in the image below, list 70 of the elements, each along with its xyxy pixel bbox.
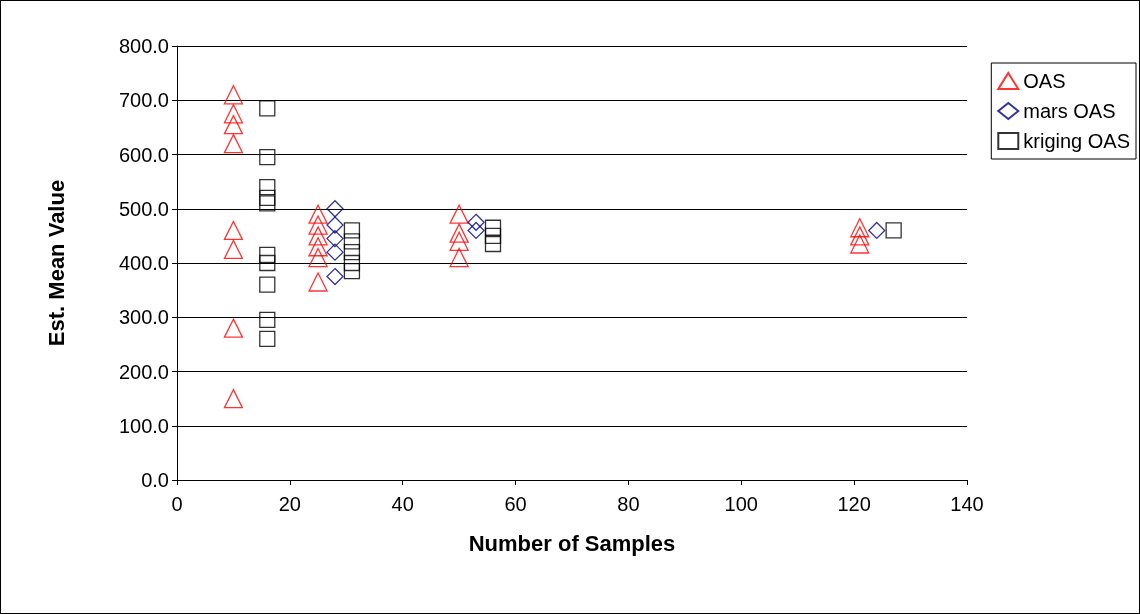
point <box>449 247 469 268</box>
point <box>484 219 502 236</box>
legend-label: kriging OAS <box>1023 130 1131 152</box>
y-tick-label: 600.0 <box>118 143 169 166</box>
point <box>326 216 344 234</box>
point <box>308 226 328 246</box>
y-axis-title: Est. Mean Value <box>43 179 69 347</box>
point <box>449 204 469 224</box>
point <box>259 189 276 207</box>
x-tick-label: 0 <box>171 493 183 515</box>
point <box>449 231 469 251</box>
point <box>343 244 361 261</box>
point <box>449 223 469 243</box>
point <box>259 195 276 212</box>
point <box>343 262 361 280</box>
point <box>326 229 344 248</box>
point <box>259 246 276 264</box>
x-tick-label: 20 <box>278 493 301 515</box>
point <box>326 243 344 261</box>
y-tick-label: 500.0 <box>118 197 169 220</box>
x-tick-label: 100 <box>724 493 758 515</box>
x-tick-label: 120 <box>837 493 871 515</box>
point <box>850 234 870 254</box>
point <box>308 272 328 292</box>
y-tick-label: 100.0 <box>118 414 169 437</box>
x-tick-label: 60 <box>504 493 527 515</box>
point <box>223 85 244 105</box>
point <box>850 226 870 246</box>
point <box>308 215 328 235</box>
point <box>259 311 276 329</box>
point <box>326 200 344 218</box>
point <box>308 204 328 224</box>
point <box>885 222 902 239</box>
point <box>223 134 244 154</box>
point <box>343 222 361 239</box>
point <box>259 100 276 117</box>
point <box>484 235 502 253</box>
x-axis-title: Number of Samples <box>468 530 676 556</box>
point <box>223 318 244 338</box>
point <box>259 276 276 293</box>
point <box>308 247 328 268</box>
point <box>259 254 276 272</box>
point <box>343 254 361 272</box>
point <box>467 213 485 231</box>
y-tick-label: 300.0 <box>118 306 169 329</box>
point <box>467 221 485 240</box>
y-tick-label: 800.0 <box>118 35 169 57</box>
point <box>223 239 244 260</box>
point <box>259 149 276 166</box>
point <box>259 178 276 196</box>
y-tick-label: 400.0 <box>118 252 169 274</box>
point <box>223 104 244 124</box>
point <box>308 237 328 257</box>
legend-label: OAS <box>1023 70 1066 92</box>
point <box>223 388 244 409</box>
y-tick-label: 200.0 <box>118 360 169 383</box>
point <box>223 115 244 135</box>
point <box>484 227 502 245</box>
x-tick-label: 80 <box>617 493 640 515</box>
point <box>326 267 344 286</box>
point <box>868 221 886 240</box>
y-tick-label: 700.0 <box>118 89 169 112</box>
x-tick-label: 140 <box>950 493 984 515</box>
x-tick-label: 40 <box>391 493 414 515</box>
y-tick-label: 0.0 <box>141 469 169 491</box>
point <box>223 220 244 241</box>
legend-label: mars OAS <box>1023 100 1116 122</box>
point <box>850 218 870 238</box>
point <box>343 233 361 250</box>
point <box>259 330 276 348</box>
